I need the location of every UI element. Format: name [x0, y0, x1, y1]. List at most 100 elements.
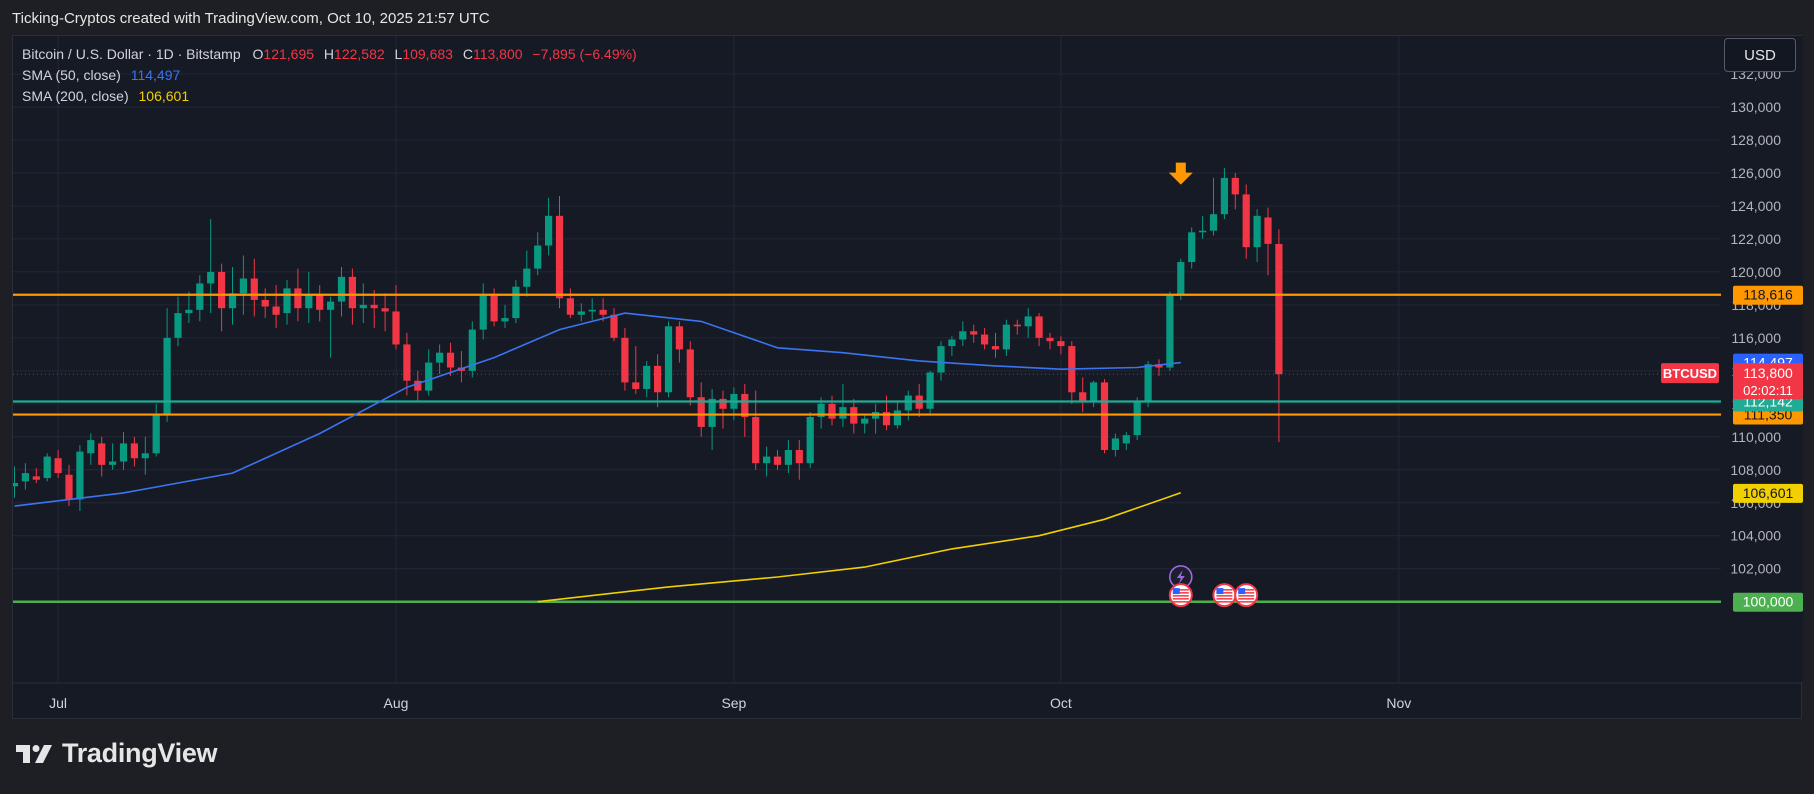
- candle[interactable]: [926, 370, 934, 416]
- candle[interactable]: [1220, 168, 1228, 220]
- candle[interactable]: [446, 342, 455, 376]
- candle[interactable]: [948, 336, 956, 356]
- candle[interactable]: [13, 466, 19, 498]
- candle[interactable]: [1177, 258, 1185, 300]
- candle[interactable]: [119, 431, 128, 470]
- candle[interactable]: [21, 463, 29, 490]
- candle[interactable]: [784, 440, 792, 474]
- candle[interactable]: [196, 275, 204, 322]
- candle[interactable]: [545, 197, 553, 256]
- candle[interactable]: [130, 436, 138, 467]
- plot-background[interactable]: [13, 36, 1721, 682]
- candle[interactable]: [1133, 397, 1141, 441]
- candle[interactable]: [1090, 380, 1098, 408]
- sma200-line[interactable]: [537, 492, 1182, 603]
- currency-button[interactable]: USD: [1724, 38, 1796, 72]
- candle[interactable]: [76, 445, 84, 512]
- tradingview-brand[interactable]: TradingView: [14, 738, 218, 769]
- candle[interactable]: [1013, 319, 1021, 335]
- candle[interactable]: [1253, 209, 1261, 263]
- candle[interactable]: [403, 332, 411, 396]
- candle[interactable]: [861, 413, 869, 434]
- candle[interactable]: [763, 446, 771, 477]
- candle[interactable]: [207, 219, 215, 314]
- candle[interactable]: [218, 263, 226, 332]
- candle[interactable]: [839, 384, 847, 427]
- candle[interactable]: [174, 296, 182, 347]
- candle[interactable]: [806, 412, 814, 469]
- candle[interactable]: [1155, 359, 1163, 376]
- candle[interactable]: [1100, 379, 1109, 454]
- candle[interactable]: [981, 327, 989, 350]
- candle[interactable]: [599, 298, 607, 322]
- candle[interactable]: [752, 390, 760, 470]
- candle[interactable]: [436, 344, 444, 375]
- candle[interactable]: [566, 288, 574, 319]
- level-price-badge[interactable]: 100,000: [1733, 592, 1803, 612]
- candle[interactable]: [359, 283, 367, 324]
- candle[interactable]: [370, 290, 378, 328]
- candle[interactable]: [1079, 377, 1087, 413]
- candle[interactable]: [610, 308, 618, 342]
- candle[interactable]: [283, 280, 291, 325]
- candle[interactable]: [468, 321, 476, 378]
- candle[interactable]: [1209, 177, 1218, 236]
- candle[interactable]: [577, 303, 585, 322]
- down-arrow-icon[interactable]: [1168, 162, 1193, 185]
- candle[interactable]: [664, 321, 673, 398]
- candle[interactable]: [141, 436, 149, 475]
- level-price-badge[interactable]: 118,616: [1733, 285, 1803, 305]
- candle[interactable]: [381, 293, 389, 332]
- candle[interactable]: [250, 258, 258, 317]
- candle[interactable]: [719, 390, 727, 429]
- sma-price-badge[interactable]: 106,601: [1733, 483, 1803, 503]
- candle[interactable]: [425, 349, 433, 396]
- candle[interactable]: [1111, 433, 1119, 457]
- candle[interactable]: [163, 308, 171, 422]
- candle[interactable]: [1035, 313, 1043, 347]
- candle[interactable]: [1046, 332, 1054, 350]
- candle[interactable]: [588, 298, 596, 320]
- candle[interactable]: [1057, 336, 1065, 355]
- sma50-legend-row[interactable]: SMA (50, close) 114,497: [22, 65, 637, 86]
- candle[interactable]: [316, 285, 324, 322]
- candle[interactable]: [1122, 431, 1130, 450]
- candle[interactable]: [970, 324, 978, 343]
- candle[interactable]: [152, 403, 160, 457]
- candle[interactable]: [534, 232, 542, 276]
- candle[interactable]: [708, 388, 716, 450]
- candle[interactable]: [32, 468, 40, 483]
- candle[interactable]: [327, 296, 335, 358]
- candle[interactable]: [1144, 360, 1152, 408]
- candle[interactable]: [1188, 227, 1196, 269]
- candle[interactable]: [43, 453, 51, 482]
- candle[interactable]: [98, 436, 106, 477]
- candle[interactable]: [795, 440, 803, 480]
- last-price-badge[interactable]: BTCUSD 113,800 02:02:11: [1661, 363, 1803, 400]
- candle[interactable]: [414, 370, 422, 403]
- candle[interactable]: [109, 443, 117, 470]
- candle[interactable]: [632, 346, 640, 394]
- candle[interactable]: [239, 255, 247, 315]
- candle[interactable]: [555, 196, 564, 309]
- candle[interactable]: [501, 304, 509, 328]
- candle[interactable]: [697, 382, 705, 437]
- us-flag-event-icon[interactable]: [1168, 583, 1193, 608]
- candle[interactable]: [1231, 172, 1239, 210]
- candlestick-chart[interactable]: 102,000104,000106,000108,000110,000112,0…: [13, 36, 1803, 720]
- us-flag-event-icon[interactable]: [1212, 583, 1237, 608]
- candle[interactable]: [773, 449, 782, 470]
- candle[interactable]: [959, 321, 967, 347]
- candle[interactable]: [512, 280, 520, 324]
- us-flag-event-icon[interactable]: [1234, 583, 1259, 608]
- candle[interactable]: [1024, 308, 1032, 338]
- symbol-title[interactable]: Bitcoin / U.S. Dollar · 1D · Bitstamp: [22, 46, 241, 62]
- candle[interactable]: [1264, 207, 1272, 276]
- candle[interactable]: [1002, 319, 1010, 356]
- candle[interactable]: [54, 449, 62, 479]
- candle[interactable]: [654, 354, 662, 408]
- candle[interactable]: [1275, 229, 1283, 443]
- candle[interactable]: [272, 285, 280, 328]
- candle[interactable]: [305, 271, 313, 324]
- candle[interactable]: [261, 288, 269, 319]
